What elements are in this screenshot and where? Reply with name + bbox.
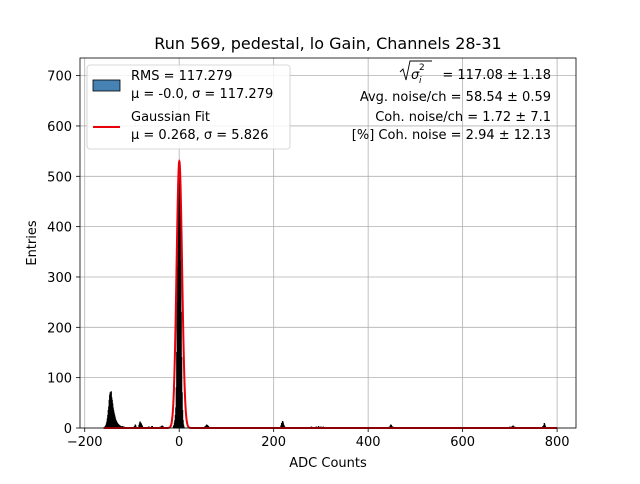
legend: RMS = 117.279 μ = -0.0, σ = 117.279 Gaus… xyxy=(87,65,290,149)
y-tick-label: 600 xyxy=(47,120,72,135)
x-axis-label: ADC Counts xyxy=(289,456,367,471)
sqrt-sigma-value: = 117.08 ± 1.18 xyxy=(442,68,551,83)
legend-fit-line2: μ = 0.268, σ = 5.826 xyxy=(131,128,269,143)
legend-fit-line1: Gaussian Fit xyxy=(131,110,210,125)
avg-noise-text: Avg. noise/ch = 58.54 ± 0.59 xyxy=(360,90,551,105)
x-tick-label: 600 xyxy=(450,435,475,450)
coh-noise-text: Coh. noise/ch = 1.72 ± 7.1 xyxy=(375,110,551,125)
legend-rms-swatch xyxy=(93,80,120,91)
y-tick-label: 200 xyxy=(47,321,72,336)
y-tick-label: 300 xyxy=(47,271,72,286)
legend-rms-line2: μ = -0.0, σ = 117.279 xyxy=(131,87,273,102)
y-tick-label: 700 xyxy=(47,70,72,85)
y-tick-label: 100 xyxy=(47,372,72,387)
y-tick-label: 400 xyxy=(47,221,72,236)
legend-rms-line1: RMS = 117.279 xyxy=(131,69,232,84)
pct-coh-noise-text: [%] Coh. noise = 2.94 ± 12.13 xyxy=(352,128,551,143)
x-tick-label: −200 xyxy=(67,435,103,450)
x-tick-label: 400 xyxy=(356,435,381,450)
chart-title: Run 569, pedestal, lo Gain, Channels 28-… xyxy=(154,34,501,53)
x-tick-label: 800 xyxy=(545,435,570,450)
y-tick-label: 500 xyxy=(47,170,72,185)
y-tick-label: 0 xyxy=(64,422,72,437)
x-tick-label: 200 xyxy=(261,435,286,450)
y-axis-label: Entries xyxy=(25,220,40,266)
sqrt-sigma-superscript: 2 xyxy=(419,63,425,73)
x-tick-label: 0 xyxy=(175,435,183,450)
